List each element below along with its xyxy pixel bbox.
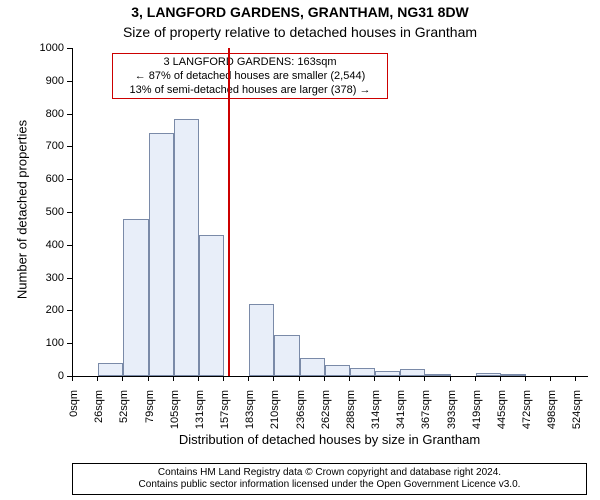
y-tick-mark	[67, 81, 72, 82]
histogram-bar	[149, 133, 174, 376]
y-tick-label: 200	[32, 304, 64, 316]
y-tick-mark	[67, 114, 72, 115]
x-tick-label: 26sqm	[93, 390, 105, 440]
y-tick-label: 400	[32, 239, 64, 251]
footer-line-2: Contains public sector information licen…	[139, 479, 521, 490]
reference-marker-line	[228, 48, 230, 376]
x-tick-label: 52sqm	[118, 390, 130, 440]
x-tick-mark	[374, 376, 375, 381]
x-tick-label: 419sqm	[471, 390, 483, 440]
y-tick-mark	[67, 343, 72, 344]
y-tick-mark	[67, 310, 72, 311]
x-tick-label: 341sqm	[395, 390, 407, 440]
y-tick-label: 300	[32, 272, 64, 284]
plot-area	[72, 48, 588, 377]
x-tick-label: 445sqm	[496, 390, 508, 440]
y-tick-label: 500	[32, 206, 64, 218]
x-tick-label: 0sqm	[68, 390, 80, 440]
histogram-bar	[375, 371, 400, 376]
x-tick-mark	[122, 376, 123, 381]
y-tick-label: 700	[32, 140, 64, 152]
x-tick-label: 498sqm	[546, 390, 558, 440]
x-tick-mark	[173, 376, 174, 381]
footer-attribution: Contains HM Land Registry data © Crown c…	[72, 463, 587, 495]
x-tick-mark	[198, 376, 199, 381]
y-tick-label: 900	[32, 75, 64, 87]
chart-title-sub: Size of property relative to detached ho…	[0, 24, 600, 40]
y-tick-mark	[67, 146, 72, 147]
histogram-bar	[98, 363, 123, 376]
x-tick-mark	[399, 376, 400, 381]
x-tick-label: 367sqm	[420, 390, 432, 440]
x-tick-label: 183sqm	[244, 390, 256, 440]
x-tick-mark	[223, 376, 224, 381]
x-tick-mark	[72, 376, 73, 381]
histogram-bar	[300, 358, 325, 376]
x-tick-label: 236sqm	[295, 390, 307, 440]
x-tick-label: 105sqm	[169, 390, 181, 440]
y-tick-label: 600	[32, 173, 64, 185]
histogram-bar	[325, 365, 350, 376]
x-tick-mark	[550, 376, 551, 381]
x-tick-mark	[248, 376, 249, 381]
x-tick-mark	[273, 376, 274, 381]
x-tick-label: 157sqm	[219, 390, 231, 440]
x-tick-mark	[450, 376, 451, 381]
histogram-bar	[249, 304, 274, 376]
x-tick-label: 79sqm	[144, 390, 156, 440]
histogram-bar	[425, 374, 450, 376]
y-tick-label: 100	[32, 337, 64, 349]
x-tick-mark	[299, 376, 300, 381]
x-tick-label: 472sqm	[521, 390, 533, 440]
y-axis-label: Number of detached properties	[15, 90, 30, 330]
histogram-bar	[476, 373, 501, 376]
x-tick-mark	[475, 376, 476, 381]
footer-line-1: Contains HM Land Registry data © Crown c…	[158, 467, 501, 478]
y-tick-label: 0	[32, 370, 64, 382]
x-tick-label: 314sqm	[370, 390, 382, 440]
chart-container: { "title": { "line1": "3, LANGFORD GARDE…	[0, 0, 600, 500]
y-tick-mark	[67, 212, 72, 213]
x-tick-label: 393sqm	[446, 390, 458, 440]
x-tick-mark	[575, 376, 576, 381]
x-tick-mark	[525, 376, 526, 381]
x-tick-mark	[148, 376, 149, 381]
histogram-bar	[350, 368, 375, 376]
x-tick-label: 131sqm	[194, 390, 206, 440]
y-tick-mark	[67, 179, 72, 180]
histogram-bar	[274, 335, 299, 376]
x-tick-label: 262sqm	[320, 390, 332, 440]
x-tick-mark	[324, 376, 325, 381]
y-tick-label: 1000	[32, 42, 64, 54]
histogram-bar	[501, 374, 526, 376]
y-tick-label: 800	[32, 108, 64, 120]
y-tick-mark	[67, 48, 72, 49]
x-tick-mark	[97, 376, 98, 381]
histogram-bar	[174, 119, 199, 376]
histogram-bar	[123, 219, 148, 376]
histogram-bar	[199, 235, 224, 376]
x-tick-mark	[424, 376, 425, 381]
chart-title-main: 3, LANGFORD GARDENS, GRANTHAM, NG31 8DW	[0, 4, 600, 20]
x-tick-mark	[500, 376, 501, 381]
y-tick-mark	[67, 245, 72, 246]
x-tick-label: 210sqm	[269, 390, 281, 440]
x-tick-label: 524sqm	[571, 390, 583, 440]
histogram-bar	[400, 369, 425, 376]
x-tick-mark	[349, 376, 350, 381]
y-tick-mark	[67, 278, 72, 279]
x-tick-label: 288sqm	[345, 390, 357, 440]
